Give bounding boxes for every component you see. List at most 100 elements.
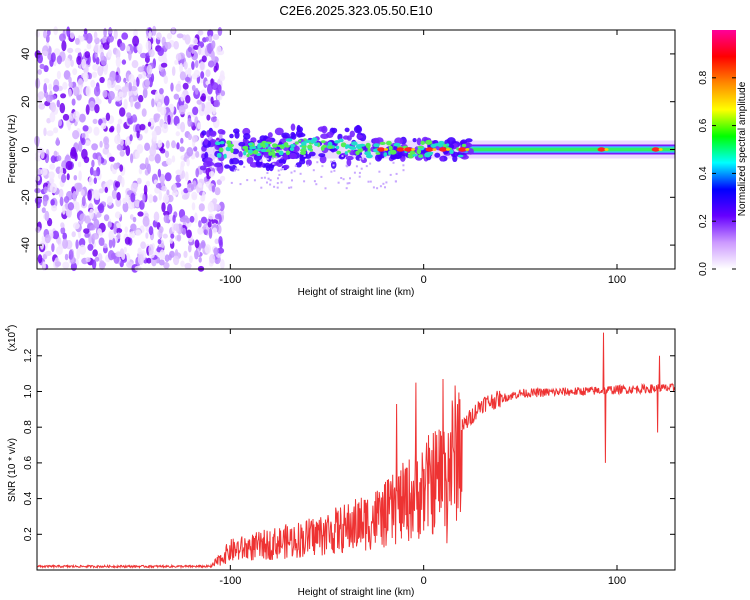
noise-cell — [136, 43, 143, 53]
noise-cell — [111, 189, 117, 200]
noise-cell — [132, 35, 140, 47]
noise-cell — [164, 172, 172, 182]
noise-cell — [166, 158, 172, 166]
noise-cell — [68, 249, 74, 260]
noise-cell — [82, 133, 86, 139]
noise-cell — [217, 224, 222, 235]
noise-cell — [208, 171, 215, 178]
noise-cell — [171, 155, 176, 163]
noise-cell — [93, 43, 101, 53]
band-core-blob — [230, 148, 234, 153]
band-blob — [283, 164, 290, 170]
noise-cell — [220, 259, 225, 270]
noise-cell — [175, 131, 180, 137]
noise-cell — [174, 59, 179, 66]
noise-cell — [85, 85, 91, 97]
noise-cell — [181, 227, 187, 236]
band-speck — [389, 173, 392, 176]
y-tick-label: 20 — [20, 96, 32, 108]
noise-cell — [100, 51, 105, 61]
band-blob — [342, 135, 349, 140]
band-blob — [446, 137, 456, 145]
band-core-blob — [340, 142, 347, 148]
band-blob — [416, 137, 422, 146]
noise-cell — [82, 72, 89, 82]
noise-cell — [43, 65, 49, 73]
noise-cell — [200, 61, 205, 71]
noise-cell — [58, 119, 63, 127]
noise-cell — [161, 123, 169, 134]
noise-cell — [107, 49, 112, 58]
band-core-blob — [248, 149, 253, 154]
hot-spot-edge — [411, 148, 416, 151]
noise-cell — [93, 126, 100, 136]
noise-cell — [160, 180, 165, 187]
noise-cell — [74, 182, 82, 190]
noise-cell — [60, 93, 67, 99]
hot-spot-edge — [658, 148, 663, 151]
snr-axes: -100 0 100 0.2 0.4 0.6 0.8 1.0 1.2 — [23, 329, 675, 587]
spectrogram-panel: -100 0 100 -40 -20 0 20 40 Height of straight l… — [7, 25, 676, 298]
band-speck — [266, 158, 269, 161]
noise-cell — [178, 105, 186, 115]
noise-cell — [63, 196, 70, 204]
noise-cell — [114, 134, 121, 145]
noise-cell — [93, 218, 100, 229]
noise-cell — [191, 84, 196, 92]
band-core-blob — [364, 151, 371, 156]
noise-cell — [70, 59, 74, 67]
noise-cell — [107, 28, 113, 34]
noise-cell — [94, 104, 100, 114]
band-speck — [320, 175, 323, 178]
noise-cell — [117, 118, 123, 125]
noise-cell — [179, 62, 184, 74]
band-blob — [253, 154, 262, 161]
noise-cell — [91, 143, 98, 151]
band-speck — [260, 186, 263, 189]
noise-cell — [141, 71, 147, 79]
band-core-blob — [246, 154, 250, 158]
noise-cell — [72, 222, 80, 230]
noise-cell — [194, 87, 199, 95]
band-speck — [369, 180, 372, 183]
noise-cell — [51, 243, 55, 253]
noise-cell — [134, 101, 141, 109]
band-speck — [342, 178, 345, 181]
y-tick-label: 0.6 — [23, 456, 34, 470]
snr-scale-prefix: (x10 — [7, 331, 18, 351]
band-speck — [330, 170, 333, 173]
noise-cell — [88, 176, 94, 186]
noise-cell — [91, 259, 97, 270]
noise-cell — [69, 112, 74, 122]
noise-cell — [35, 226, 41, 233]
x-tick-label: 0 — [421, 274, 427, 286]
noise-cell — [194, 212, 198, 223]
band-core-blob — [280, 145, 285, 149]
noise-cell — [160, 148, 166, 154]
noise-cell — [41, 50, 49, 56]
noise-cell — [45, 34, 50, 43]
noise-cell — [108, 238, 113, 249]
noise-cell — [88, 100, 96, 112]
noise-cell — [76, 248, 81, 260]
noise-cell — [203, 229, 208, 236]
noise-cell — [119, 42, 126, 51]
noise-cell — [150, 73, 155, 83]
noise-cell — [97, 228, 102, 236]
noise-cell — [175, 169, 182, 176]
band-core-blob — [438, 140, 445, 146]
noise-cell — [106, 195, 113, 206]
band-core-blob — [226, 140, 232, 145]
noise-cell — [103, 27, 107, 38]
band-core-blob — [420, 140, 426, 145]
noise-cell — [219, 132, 223, 141]
band-speck — [237, 168, 240, 171]
noise-cell — [43, 83, 48, 94]
noise-cell — [157, 168, 162, 178]
band-core-blob — [461, 143, 467, 148]
noise-cell — [67, 202, 75, 211]
noise-cell — [59, 33, 66, 42]
noise-cell — [88, 72, 92, 80]
noise-cell — [125, 45, 130, 52]
